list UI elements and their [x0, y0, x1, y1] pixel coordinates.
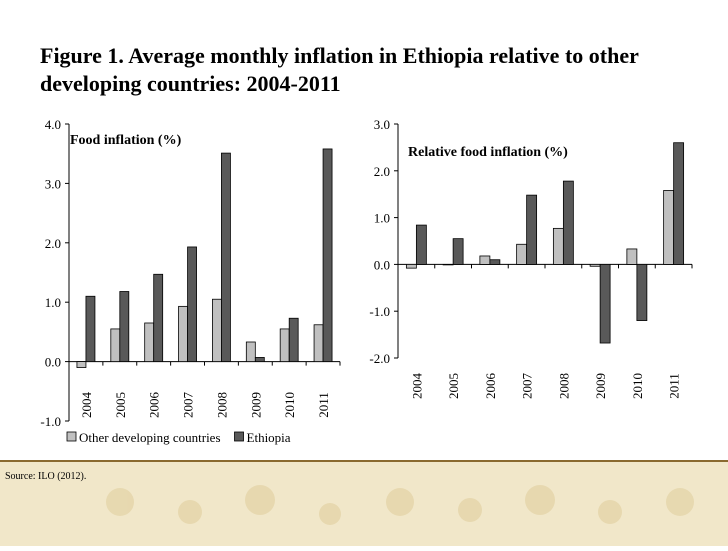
bar-series2-2011	[673, 142, 685, 265]
x-tick-label: 2004	[79, 392, 94, 419]
bar-series2-2007	[526, 194, 538, 265]
bar-series2-2007	[187, 246, 197, 362]
y-tick-label: 2.0	[45, 236, 61, 251]
y-tick-label: 0.0	[374, 257, 390, 272]
bar-series1-2007	[516, 243, 528, 265]
x-tick-label: 2007	[520, 373, 535, 400]
legend-swatch	[234, 431, 244, 442]
chart-title: Food inflation (%)	[70, 133, 182, 148]
footer-divider	[0, 460, 728, 462]
bar-series1-2007	[178, 305, 188, 363]
x-tick-label: 2005	[446, 373, 461, 399]
bar-series2-2005	[119, 291, 130, 362]
bar-series1-2008	[552, 227, 564, 265]
x-tick-label: 2007	[181, 392, 196, 419]
x-tick-label: 2004	[409, 373, 424, 400]
y-tick-label: -2.0	[369, 351, 390, 366]
bar-series1-2009	[245, 341, 256, 363]
bar-series1-2005	[442, 263, 454, 266]
y-tick-label: 2.0	[374, 164, 390, 179]
bar-series1-2009	[589, 263, 601, 267]
bar-series1-2004	[76, 361, 87, 368]
y-tick-label: 3.0	[45, 176, 61, 191]
bar-series1-2005	[110, 328, 121, 362]
bar-series1-2008	[212, 298, 222, 362]
relative-food-inflation-chart: 3.0 2.0 1.0 0.0 -1.0 -2.0 2004 2005 2006 2007 2008…	[369, 117, 693, 400]
x-tick-label: 2009	[593, 373, 608, 399]
x-tick-label: 2005	[113, 392, 128, 418]
x-tick-label: 2011	[316, 392, 331, 418]
y-tick-label: 3.0	[374, 117, 390, 132]
y-tick-label: -1.0	[369, 304, 390, 319]
bar-series2-2008	[562, 180, 574, 265]
figure-title: Figure 1. Average monthly inflation in E…	[40, 43, 639, 96]
bar-series2-2004	[415, 224, 427, 265]
bar-series1-2010	[279, 328, 290, 362]
bar-series2-2010	[288, 317, 299, 363]
decorative-pattern	[106, 485, 694, 525]
bar-series2-2009	[599, 263, 611, 344]
y-tick-label: -1.0	[40, 414, 61, 429]
y-tick-label: 0.0	[45, 355, 61, 370]
food-inflation-chart: 4.0 3.0 2.0 1.0 0.0 -1.0 2004 2005 2006 2007 2008 2…	[40, 117, 341, 445]
bar-series2-2009	[254, 357, 265, 363]
bar-series1-2006	[144, 322, 155, 363]
bar-series2-2011	[322, 148, 333, 362]
bar-series1-2006	[479, 255, 491, 265]
x-tick-label: 2008	[214, 392, 229, 418]
legend-label: Ethiopia	[247, 430, 291, 445]
chart-title: Relative food inflation (%)	[408, 145, 568, 160]
y-tick-label: 4.0	[45, 117, 61, 132]
y-tick-label: 1.0	[45, 295, 61, 310]
bar-series2-2006	[489, 259, 501, 265]
bar-series1-2010	[626, 248, 638, 265]
x-tick-label: 2009	[248, 392, 263, 418]
bar-series1-2011	[313, 324, 324, 363]
x-tick-label: 2006	[483, 373, 498, 400]
bar-series1-2011	[663, 190, 675, 265]
x-tick-label: 2010	[630, 373, 645, 399]
legend-swatch	[66, 431, 77, 442]
bar-series2-2010	[636, 263, 648, 321]
bar-series1-2004	[405, 263, 417, 269]
y-tick-label: 1.0	[374, 211, 390, 226]
x-tick-label: 2008	[556, 373, 571, 399]
bar-series2-2008	[221, 152, 231, 363]
bar-series2-2004	[85, 295, 96, 362]
bar-series2-2006	[153, 273, 164, 362]
x-tick-label: 2010	[282, 392, 297, 418]
footer-decoration	[0, 462, 728, 546]
source-note: Source: ILO (2012).	[5, 471, 87, 482]
bar-series2-2005	[452, 238, 464, 265]
x-tick-label: 2011	[667, 373, 682, 399]
x-tick-label: 2006	[147, 392, 162, 419]
legend-label: Other developing countries	[79, 430, 221, 445]
